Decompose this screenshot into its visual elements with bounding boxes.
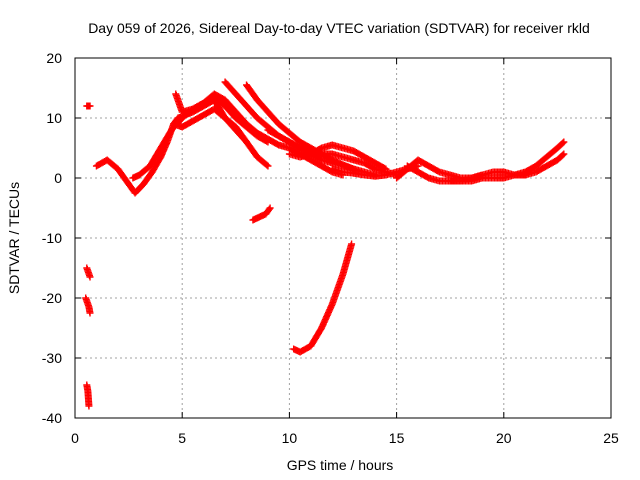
series-s19	[83, 381, 93, 410]
y-tick-label: 20	[46, 50, 62, 66]
data-point	[86, 309, 94, 317]
series-s13	[511, 138, 568, 179]
x-tick-label: 10	[282, 430, 298, 446]
y-tick-labels: -40 -30 -20 -10 0 10 20	[42, 50, 62, 426]
data-point	[348, 240, 356, 248]
series-s8	[285, 141, 390, 173]
data-point	[414, 162, 422, 170]
axis-ticks	[74, 57, 612, 419]
data-point	[264, 162, 272, 170]
data-points	[82, 78, 568, 410]
data-point	[381, 164, 389, 172]
chart-title: Day 059 of 2026, Sidereal Day-to-day VTE…	[88, 20, 590, 36]
series-s15	[249, 204, 274, 224]
data-point	[263, 161, 271, 169]
y-tick-label: -10	[42, 230, 62, 246]
x-axis-title: GPS time / hours	[287, 457, 394, 473]
data-point	[85, 402, 93, 410]
x-tick-labels: 0 5 10 15 20 25	[71, 430, 619, 446]
y-tick-label: 10	[46, 110, 62, 126]
data-point	[560, 138, 568, 146]
data-point	[559, 151, 567, 159]
data-point	[382, 165, 390, 173]
y-tick-label: 0	[54, 170, 62, 186]
data-point	[265, 205, 273, 213]
x-tick-label: 25	[603, 430, 619, 446]
x-tick-label: 0	[71, 430, 79, 446]
grid-lines	[75, 58, 611, 418]
series-s14	[290, 240, 356, 356]
data-point	[86, 102, 94, 110]
x-tick-label: 5	[178, 430, 186, 446]
y-tick-label: -20	[42, 290, 62, 306]
data-point	[560, 150, 568, 158]
y-tick-label: -40	[42, 410, 62, 426]
data-point	[559, 139, 567, 147]
x-tick-label: 20	[496, 430, 512, 446]
series-s3	[170, 105, 272, 170]
series-s17	[83, 264, 94, 281]
series-s9	[328, 162, 422, 180]
series-s18	[82, 294, 94, 317]
data-point	[266, 204, 274, 212]
series-s16	[83, 102, 94, 110]
y-tick-label: -30	[42, 350, 62, 366]
data-point	[86, 273, 94, 281]
x-tick-label: 15	[389, 430, 405, 446]
y-axis-title: SDTVAR / TECUs	[6, 182, 22, 294]
